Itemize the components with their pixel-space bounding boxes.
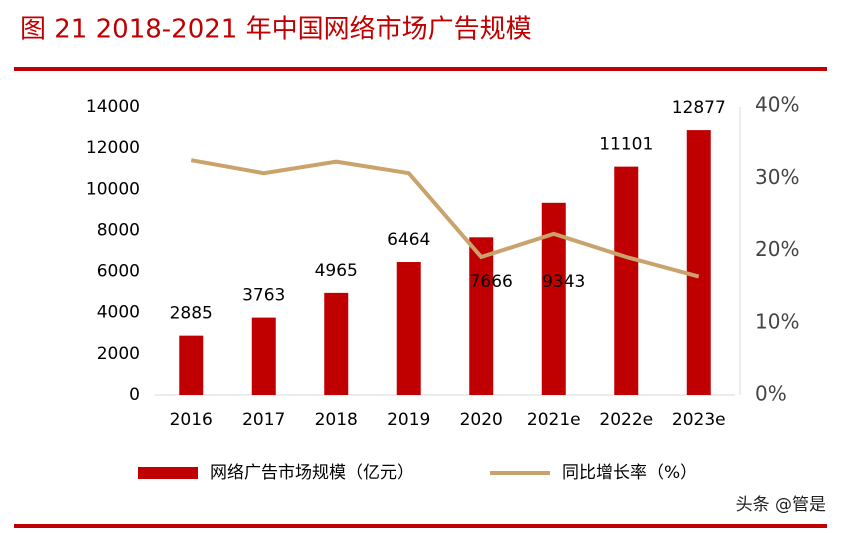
y-tick-label: 12000	[86, 138, 140, 158]
bar	[251, 317, 276, 395]
x-tick-label: 2016	[170, 410, 213, 430]
x-tick-label: 2022e	[599, 410, 653, 430]
y2-tick-label: 10%	[755, 309, 799, 333]
y2-tick-label: 40%	[755, 93, 799, 117]
chart-title: 图 21 2018-2021 年中国网络市场广告规模	[20, 15, 532, 45]
value-label: 2885	[170, 304, 213, 324]
line	[190, 158, 700, 279]
bar	[686, 130, 711, 395]
bar	[324, 292, 349, 395]
x-tick-label: 2020	[460, 410, 503, 430]
x-tick-label: 2018	[315, 410, 358, 430]
bottom-rule	[14, 524, 827, 528]
value-label: 3763	[242, 286, 285, 306]
y-tick-label: 2000	[97, 344, 140, 364]
value-label: 12877	[672, 98, 726, 118]
legend-label: 同比增长率（%）	[562, 463, 697, 483]
bar	[614, 166, 639, 395]
top-rule	[14, 67, 827, 71]
bar	[396, 262, 421, 395]
x-tick-label: 2019	[387, 410, 430, 430]
bar	[179, 335, 204, 395]
legend-swatch	[138, 467, 198, 479]
y-tick-label: 4000	[97, 303, 140, 323]
value-label: 11101	[599, 135, 653, 155]
y2-tick-label: 0%	[755, 382, 787, 406]
y-tick-label: 6000	[97, 262, 140, 282]
x-tick-label: 2023e	[672, 410, 726, 430]
y-tick-label: 14000	[86, 97, 140, 117]
value-label: 4965	[315, 261, 358, 281]
y2-tick-label: 20%	[755, 237, 799, 261]
bar	[469, 237, 494, 395]
legend-label: 网络广告市场规模（亿元）	[210, 463, 414, 483]
y-tick-label: 8000	[97, 220, 140, 240]
y-tick-label: 0	[129, 385, 140, 405]
x-tick-label: 2021e	[527, 410, 581, 430]
value-label: 9343	[542, 272, 585, 292]
watermark: 头条 @管是	[736, 495, 826, 515]
y-tick-label: 10000	[86, 179, 140, 199]
bar	[541, 202, 566, 395]
x-tick-label: 2017	[242, 410, 285, 430]
value-label: 7666	[470, 272, 513, 292]
value-label: 6464	[387, 230, 430, 250]
y2-tick-label: 30%	[755, 165, 799, 189]
